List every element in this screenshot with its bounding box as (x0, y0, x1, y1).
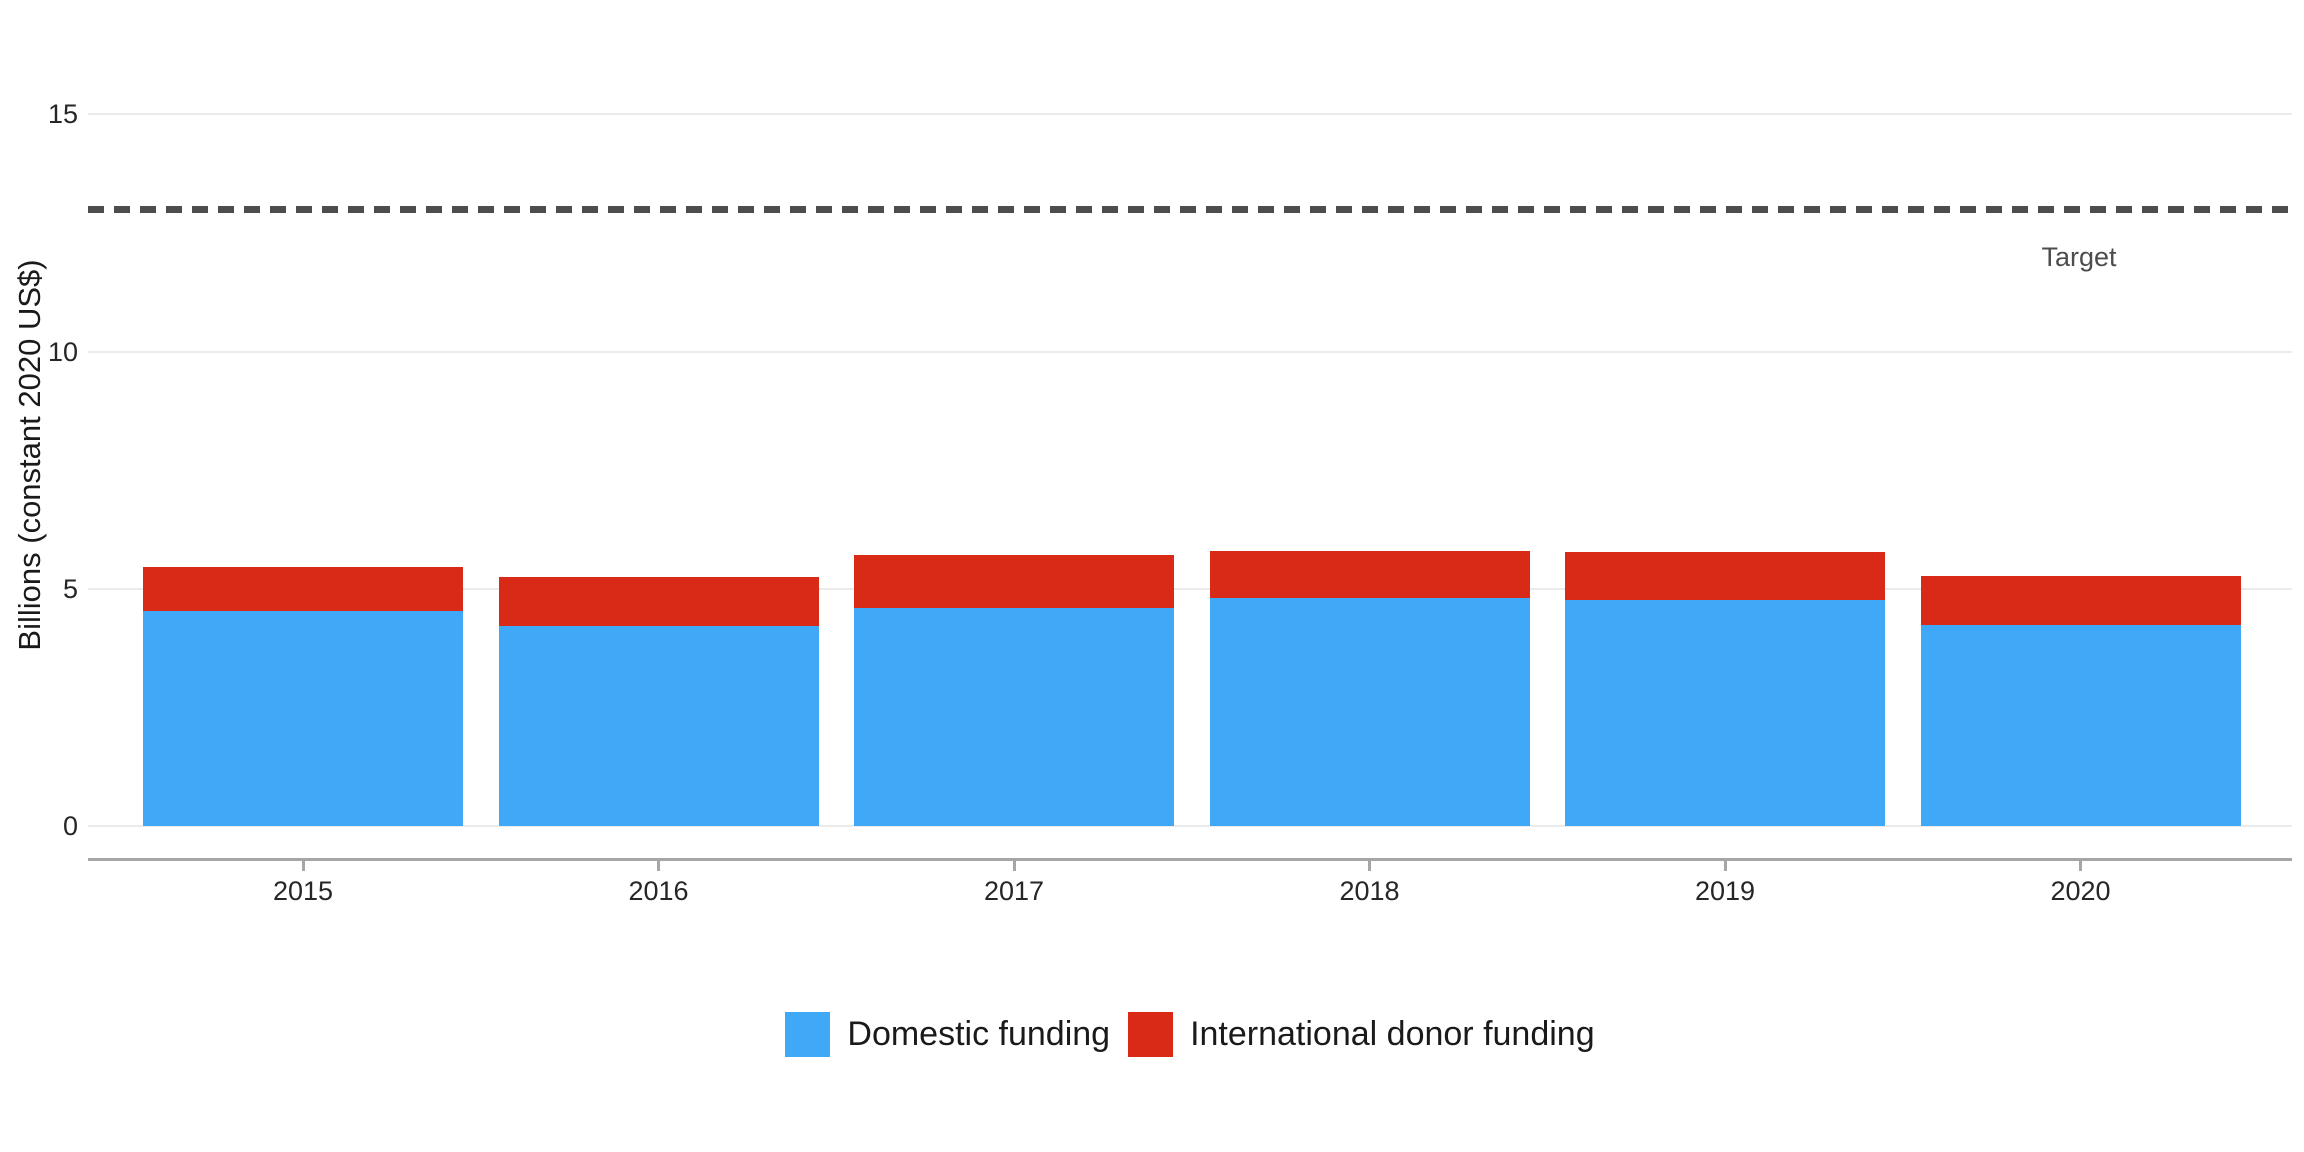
legend-swatch-icon (1128, 1011, 1174, 1057)
legend-label: International donor funding (1190, 1014, 1595, 1053)
x-axis-tick (1012, 861, 1016, 871)
bar-segment-domestic-2015 (143, 610, 463, 826)
bar-segment-international-2019 (1565, 552, 1885, 601)
x-axis-tick (2079, 861, 2082, 871)
x-tick-label-2018: 2018 (1339, 876, 1400, 906)
target-line (88, 206, 2292, 214)
bar-segment-international-2020 (1920, 575, 2241, 625)
legend-label: Domestic funding (847, 1014, 1111, 1053)
x-axis-tick (1368, 861, 1371, 871)
bar-segment-international-2018 (1209, 551, 1530, 599)
x-tick-label-2019: 2019 (1694, 876, 1756, 906)
x-axis-tick (301, 861, 305, 871)
x-tick-label-2020: 2020 (2050, 876, 2111, 906)
x-axis-tick (1723, 861, 1727, 871)
legend-item: Domestic funding (785, 1011, 1111, 1057)
y-tick-label: 0 (62, 811, 78, 841)
bar-segment-domestic-2018 (1209, 598, 1530, 826)
bar-segment-international-2016 (498, 576, 819, 627)
y-gridline (88, 113, 2292, 116)
y-gridline (88, 350, 2292, 353)
legend-swatch-icon (785, 1011, 831, 1057)
y-gridline (88, 825, 2292, 827)
target-line-label: Target (2041, 242, 2117, 272)
bar-segment-domestic-2017 (854, 608, 1174, 826)
bar-segment-international-2015 (143, 567, 463, 611)
bar-segment-domestic-2016 (498, 626, 819, 826)
x-axis-line (88, 858, 2292, 861)
y-gridline (88, 587, 2292, 590)
x-tick-label-2017: 2017 (983, 876, 1045, 906)
y-tick-label: 15 (47, 99, 78, 130)
x-tick-label-2015: 2015 (272, 876, 334, 906)
bar-segment-domestic-2020 (1920, 624, 2241, 826)
legend-item: International donor funding (1128, 1011, 1595, 1057)
y-tick-label: 5 (62, 573, 78, 604)
bar-segment-international-2017 (854, 555, 1174, 609)
legend: Domestic funding International donor fund… (88, 1010, 2292, 1058)
x-tick-label-2016: 2016 (628, 876, 689, 906)
bar-segment-domestic-2019 (1565, 600, 1885, 826)
x-axis-tick (657, 861, 660, 871)
y-tick-label: 10 (47, 336, 78, 367)
